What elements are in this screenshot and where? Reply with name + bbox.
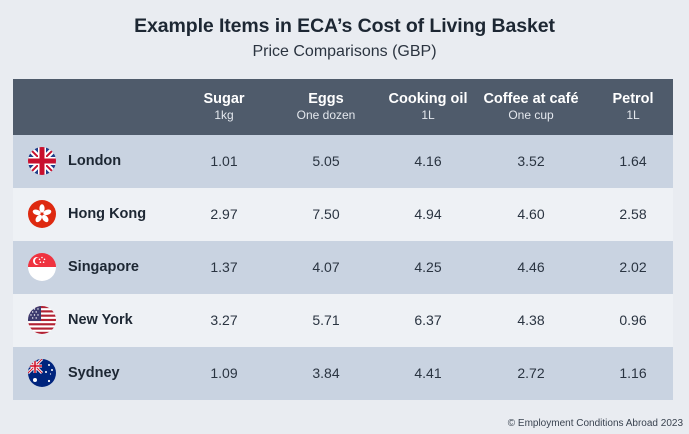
uk-flag-icon xyxy=(28,147,56,175)
price-cell: 2.02 xyxy=(619,259,647,275)
table-row-london: London 1.01 5.05 4.16 3.52 1.64 xyxy=(13,135,673,188)
city-name: Hong Kong xyxy=(68,206,147,222)
price-cell: 4.38 xyxy=(517,312,545,328)
price-cell: 1.16 xyxy=(619,365,647,381)
price-cell: 3.52 xyxy=(517,153,545,169)
column-name: Petrol xyxy=(612,91,654,107)
column-header-coffee: Coffee at café One cup xyxy=(471,91,591,123)
price-cell: 4.60 xyxy=(517,206,545,222)
price-cell: 3.27 xyxy=(210,312,238,328)
page-subtitle: Price Comparisons (GBP) xyxy=(252,43,437,60)
australia-flag-icon xyxy=(28,359,56,387)
price-cell: 4.25 xyxy=(414,259,442,275)
table-row-sydney: Sydney 1.09 3.84 4.41 2.72 1.16 xyxy=(13,347,673,400)
column-unit: 1kg xyxy=(214,108,234,122)
table-header: Sugar 1kg Eggs One dozen Cooking oil 1L … xyxy=(13,79,673,135)
price-cell: 2.58 xyxy=(619,206,647,222)
column-name: Cooking oil xyxy=(388,91,468,107)
price-cell: 1.37 xyxy=(210,259,238,275)
city-name: Singapore xyxy=(68,259,139,275)
price-cell: 6.37 xyxy=(414,312,442,328)
price-cell: 0.96 xyxy=(619,312,647,328)
price-cell: 5.71 xyxy=(312,312,340,328)
price-cell: 4.94 xyxy=(414,206,442,222)
column-header-sugar: Sugar 1kg xyxy=(164,91,284,123)
column-unit: 1L xyxy=(626,108,640,122)
price-cell: 2.72 xyxy=(517,365,545,381)
table-row-hong-kong: Hong Kong 2.97 7.50 4.94 4.60 2.58 xyxy=(13,188,673,241)
city-name: New York xyxy=(68,312,133,328)
column-name: Eggs xyxy=(308,91,344,107)
price-cell: 4.07 xyxy=(312,259,340,275)
hong-kong-flag-icon xyxy=(28,200,56,228)
column-header-petrol: Petrol 1L xyxy=(573,91,689,123)
table-row-new-york: New York 3.27 5.71 6.37 4.38 0.96 xyxy=(13,294,673,347)
price-cell: 3.84 xyxy=(312,365,340,381)
price-cell: 4.46 xyxy=(517,259,545,275)
table-row-singapore: Singapore 1.37 4.07 4.25 4.46 2.02 xyxy=(13,241,673,294)
copyright-notice: © Employment Conditions Abroad 2023 xyxy=(507,418,683,429)
us-flag-icon xyxy=(28,306,56,334)
price-cell: 1.64 xyxy=(619,153,647,169)
price-cell: 1.01 xyxy=(210,153,238,169)
column-unit: 1L xyxy=(421,108,435,122)
column-unit: One cup xyxy=(508,108,554,122)
column-header-cooking-oil: Cooking oil 1L xyxy=(368,91,488,123)
city-name: Sydney xyxy=(68,365,120,381)
price-cell: 4.16 xyxy=(414,153,442,169)
price-cell: 4.41 xyxy=(414,365,442,381)
price-cell: 1.09 xyxy=(210,365,238,381)
price-cell: 7.50 xyxy=(312,206,340,222)
column-name: Coffee at café xyxy=(483,91,579,107)
price-table: Sugar 1kg Eggs One dozen Cooking oil 1L … xyxy=(13,79,673,400)
page-title: Example Items in ECA’s Cost of Living Ba… xyxy=(134,15,555,37)
column-header-eggs: Eggs One dozen xyxy=(266,91,386,123)
singapore-flag-icon xyxy=(28,253,56,281)
column-name: Sugar xyxy=(203,91,245,107)
price-cell: 5.05 xyxy=(312,153,340,169)
city-name: London xyxy=(68,153,122,169)
price-cell: 2.97 xyxy=(210,206,238,222)
column-unit: One dozen xyxy=(296,108,356,122)
